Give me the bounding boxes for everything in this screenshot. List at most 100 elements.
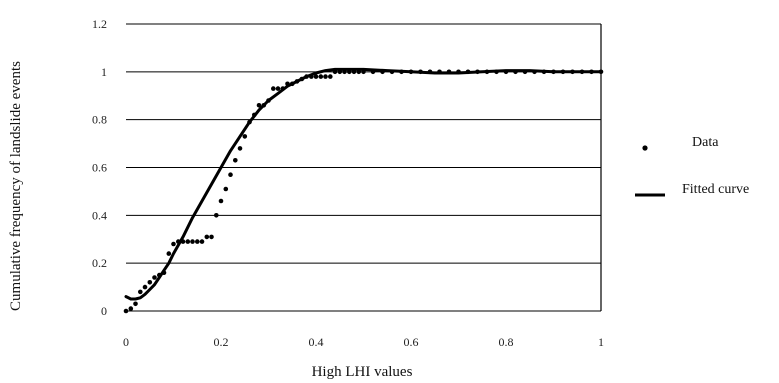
y-tick-label: 0.6 [92, 161, 107, 175]
data-point [579, 69, 585, 75]
data-point [190, 239, 195, 244]
data-point [465, 69, 471, 75]
data-point [133, 301, 138, 307]
data-points-layer [123, 69, 604, 314]
data-point [128, 306, 134, 311]
data-point [218, 198, 224, 204]
data-point [560, 69, 566, 75]
x-tick-label: 1 [598, 335, 604, 349]
data-point [361, 69, 366, 75]
data-point [252, 112, 257, 118]
data-point [195, 239, 200, 244]
legend-data-label: Data [692, 135, 719, 150]
y-tick-label: 0.2 [92, 256, 107, 270]
data-point [256, 103, 262, 108]
data-point [299, 76, 305, 82]
data-point [399, 69, 404, 75]
data-point [332, 69, 338, 75]
data-point [223, 186, 229, 192]
data-point [138, 289, 143, 295]
x-tick-label: 0 [123, 335, 129, 349]
fitted-curve-line [124, 67, 603, 301]
x-tick-label: 0.8 [499, 335, 514, 349]
data-point [171, 241, 176, 247]
data-point [313, 74, 319, 79]
data-point [247, 119, 252, 125]
data-point [570, 69, 575, 75]
data-point [209, 234, 214, 240]
data-point [152, 275, 157, 280]
data-point [351, 69, 357, 75]
data-point [551, 69, 556, 75]
data-point [532, 69, 537, 75]
data-point [418, 69, 423, 75]
x-tick-label: 0.6 [404, 335, 419, 349]
data-point [199, 239, 205, 244]
tick-labels-layer: 0 0.2 0.4 0.6 0.8 1 1.2 0 0.2 0.4 0.6 0.8 1 [92, 17, 604, 349]
data-point [408, 69, 414, 75]
y-tick-label: 1 [101, 65, 107, 79]
data-point [290, 81, 295, 87]
legend: Data Fitted curve [635, 135, 749, 197]
y-axis-title: Cumulative frequency of landslide events [8, 61, 24, 311]
data-point [598, 69, 604, 75]
data-point [484, 69, 490, 75]
data-point [214, 213, 219, 218]
data-point [446, 69, 452, 75]
data-point [437, 69, 442, 75]
data-point [261, 103, 267, 108]
data-point [142, 284, 148, 290]
data-point [503, 69, 509, 75]
data-point [285, 81, 290, 87]
data-point [242, 134, 248, 139]
data-point [280, 86, 286, 91]
y-tick-label: 0.8 [92, 113, 107, 127]
data-point [337, 69, 343, 75]
data-point [275, 86, 281, 91]
data-point [271, 86, 276, 91]
data-point [318, 74, 324, 79]
data-point [589, 69, 594, 75]
data-point [323, 74, 328, 79]
data-point [309, 74, 314, 79]
data-point [233, 158, 238, 163]
legend-fitted-label: Fitted curve [682, 182, 749, 197]
data-point [204, 234, 210, 240]
data-point [147, 280, 153, 285]
data-point [427, 69, 433, 75]
data-point [180, 239, 186, 244]
data-point [123, 308, 129, 314]
data-point [475, 69, 480, 75]
data-point [161, 270, 167, 276]
x-tick-label: 0.4 [309, 335, 324, 349]
data-point [294, 79, 300, 84]
data-point [157, 272, 162, 278]
data-point [389, 69, 395, 75]
data-point [456, 69, 461, 75]
y-tick-label: 1.2 [92, 17, 107, 31]
data-point [185, 239, 191, 244]
y-tick-label: 0.4 [92, 208, 107, 222]
grid-layer [126, 23, 601, 312]
x-axis-title: High LHI values [312, 364, 413, 380]
data-point [380, 69, 385, 75]
y-tick-label: 0 [101, 304, 107, 318]
data-point [522, 69, 528, 75]
data-point [237, 146, 243, 151]
data-point [494, 69, 499, 75]
data-point [541, 69, 547, 75]
data-point [513, 69, 518, 75]
data-point [370, 69, 376, 75]
data-point [356, 69, 362, 75]
data-point [342, 69, 347, 75]
data-point [266, 98, 271, 103]
x-tick-label: 0.2 [214, 335, 229, 349]
data-point [166, 251, 172, 256]
data-point [304, 74, 309, 79]
data-point [328, 74, 333, 79]
legend-data-marker [642, 145, 648, 151]
data-point [176, 239, 181, 244]
data-point [228, 172, 233, 177]
